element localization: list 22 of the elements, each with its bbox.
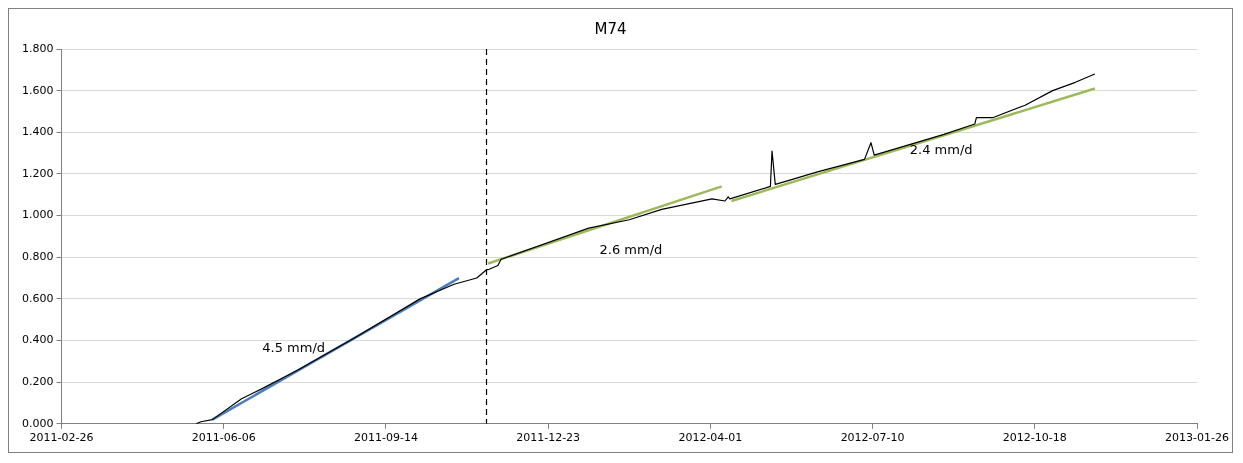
x-tick-label: 2012-10-18 <box>1002 431 1067 445</box>
x-tick-label: 2011-12-23 <box>516 431 581 445</box>
y-tick-label: 0.800 <box>21 250 54 264</box>
y-tick-label: 1.600 <box>21 83 54 97</box>
y-tick-label: 1.200 <box>21 166 54 180</box>
y-tick-label: 1.400 <box>21 125 54 139</box>
y-tick-label: 0.600 <box>21 291 54 305</box>
x-tick-label: 2013-01-26 <box>1165 431 1230 445</box>
x-tick-label: 2012-04-01 <box>678 431 743 445</box>
x-tick-label: 2011-02-26 <box>29 431 94 445</box>
x-tick-label: 2011-06-06 <box>191 431 256 445</box>
x-tick-label: 2012-07-10 <box>840 431 905 445</box>
y-tick-label: 0.000 <box>21 416 54 430</box>
chart-title: M74 <box>594 19 627 38</box>
y-tick-label: 1.000 <box>21 208 54 222</box>
annotation: 2.4 mm/d <box>909 142 973 158</box>
y-tick-label: 0.400 <box>21 333 54 347</box>
y-tick-label: 0.200 <box>21 375 54 389</box>
x-tick-label: 2011-09-14 <box>353 431 418 445</box>
annotation: 4.5 mm/d <box>262 340 326 356</box>
annotation: 2.6 mm/d <box>599 242 663 258</box>
y-tick-label: 1.800 <box>21 41 54 55</box>
